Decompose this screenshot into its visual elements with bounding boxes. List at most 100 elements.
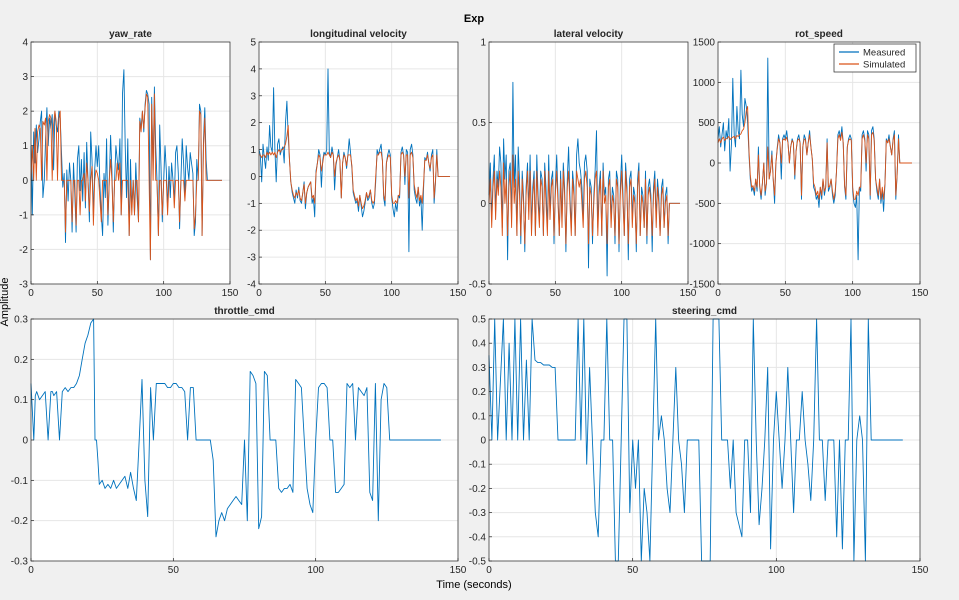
- x-tick-label: 100: [383, 288, 400, 299]
- legend-entry-simulated: Simulated: [863, 60, 905, 71]
- y-tick-label: 1500: [693, 38, 716, 49]
- x-tick-label: 50: [550, 288, 562, 299]
- x-tick-label: 100: [768, 565, 785, 576]
- subplot-rot-speed: 0 50 100 150 -1500 -1000 -500 0 500 1000 1500 rot_s…: [689, 29, 928, 299]
- y-tick-label: 0: [22, 436, 28, 447]
- y-tick-label: 0.3: [472, 363, 486, 374]
- y-tick-label: 0.2: [472, 387, 486, 398]
- axes-box: [30, 41, 231, 285]
- y-tick-label: -500: [695, 199, 715, 210]
- x-tick-label: 0: [28, 565, 34, 576]
- x-tick-label: 150: [450, 565, 467, 576]
- series-line-measured: [30, 318, 441, 538]
- y-tick-label: 4: [22, 38, 28, 49]
- subplot-steering-cmd: 0 50 100 150 -0.5 -0.4 -0.3 -0.2 -0.1 0 0.1 0.2 0.3 0…: [469, 306, 929, 576]
- y-tick-label: 1000: [693, 78, 716, 89]
- y-tick-label: 0.5: [472, 315, 486, 326]
- y-tick-label: 0: [480, 199, 486, 210]
- y-tick-label: -0.4: [469, 532, 487, 543]
- y-tick-label: 1: [22, 141, 28, 152]
- axes-box: [258, 41, 459, 285]
- y-tick-label: 2: [22, 107, 28, 118]
- y-tick-label: 2: [250, 118, 256, 129]
- y-tick-label: 3: [250, 91, 256, 102]
- y-tick-label: 0: [480, 436, 486, 447]
- series-line-simulated: [717, 106, 912, 200]
- subplot-title: yaw_rate: [109, 29, 152, 40]
- x-tick-label: 0: [715, 288, 721, 299]
- x-tick-label: 100: [307, 565, 324, 576]
- x-tick-label: 50: [92, 288, 104, 299]
- y-tick-label: 0.3: [14, 315, 28, 326]
- subplot-title: rot_speed: [795, 29, 843, 40]
- y-tick-label: 0.2: [14, 355, 28, 366]
- y-tick-label: -0.3: [11, 557, 29, 568]
- x-tick-label: 50: [320, 288, 332, 299]
- y-tick-label: -1: [247, 199, 256, 210]
- y-tick-label: -0.3: [469, 508, 487, 519]
- figure-xlabel: Time (seconds): [436, 579, 511, 591]
- axes-box: [488, 41, 689, 285]
- subplot-title: longitudinal velocity: [310, 29, 407, 40]
- subplot-longitudinal-velocity: 0 50 100 150 -4 -3 -2 -1 0 1 2 3 4 5 longitudinal velo…: [247, 29, 467, 299]
- y-tick-label: -0.5: [469, 280, 487, 291]
- legend-box: [833, 43, 917, 73]
- subplot-title: lateral velocity: [554, 29, 624, 40]
- x-tick-label: 100: [844, 288, 861, 299]
- y-tick-label: 4: [250, 64, 256, 75]
- x-tick-label: 50: [780, 288, 792, 299]
- legend-entry-measured: Measured: [863, 48, 905, 59]
- x-tick-label: 0: [486, 288, 492, 299]
- series-line-simulated: [259, 124, 450, 210]
- x-tick-label: 0: [256, 288, 262, 299]
- x-tick-label: 100: [613, 288, 630, 299]
- y-tick-label: 3: [22, 72, 28, 83]
- y-tick-label: 0: [250, 172, 256, 183]
- y-tick-label: 1: [480, 38, 486, 49]
- subplot-yaw-rate: 0 50 100 150 -3 -2 -1 0 1 2 3 4 yaw_rate: [19, 29, 239, 299]
- figure-title: Exp: [464, 13, 484, 25]
- figure-ylabel: Amplitude: [0, 278, 11, 327]
- y-tick-label: -1000: [689, 239, 715, 250]
- y-tick-label: 0: [22, 176, 28, 187]
- series-line-measured: [488, 318, 903, 562]
- y-tick-label: -0.2: [11, 516, 29, 527]
- y-tick-label: 0.5: [472, 118, 486, 129]
- series-line-measured: [30, 69, 222, 261]
- y-tick-label: -2: [247, 226, 256, 237]
- y-tick-label: -0.2: [469, 484, 487, 495]
- y-tick-label: 0.1: [472, 411, 486, 422]
- x-tick-label: 150: [450, 288, 467, 299]
- x-tick-label: 150: [912, 565, 929, 576]
- x-tick-label: 100: [155, 288, 172, 299]
- y-tick-label: 0: [709, 159, 715, 170]
- subplot-throttle-cmd: 0 50 100 150 -0.3 -0.2 -0.1 0 0.1 0.2 0.3 throttle_…: [11, 306, 467, 576]
- series-line-simulated: [30, 93, 222, 261]
- x-tick-label: 50: [168, 565, 180, 576]
- series-line-simulated: [488, 154, 680, 245]
- y-tick-label: -3: [247, 253, 256, 264]
- x-tick-label: 150: [680, 288, 697, 299]
- subplot-title: steering_cmd: [672, 306, 737, 317]
- y-tick-label: -4: [247, 280, 256, 291]
- y-tick-label: 0.1: [14, 395, 28, 406]
- y-tick-label: 5: [250, 38, 256, 49]
- y-tick-label: -0.5: [469, 557, 487, 568]
- plot-area: [259, 42, 458, 284]
- series-line-measured: [488, 81, 680, 277]
- x-tick-label: 0: [486, 565, 492, 576]
- x-tick-label: 150: [222, 288, 239, 299]
- y-tick-label: -3: [19, 280, 28, 291]
- x-tick-label: 0: [28, 288, 34, 299]
- y-tick-label: 500: [698, 118, 715, 129]
- y-tick-label: 0.4: [472, 339, 486, 350]
- subplot-title: throttle_cmd: [214, 306, 275, 317]
- x-tick-label: 50: [627, 565, 639, 576]
- y-tick-label: -0.1: [11, 476, 29, 487]
- x-tick-label: 150: [912, 288, 929, 299]
- y-tick-label: -0.1: [469, 460, 487, 471]
